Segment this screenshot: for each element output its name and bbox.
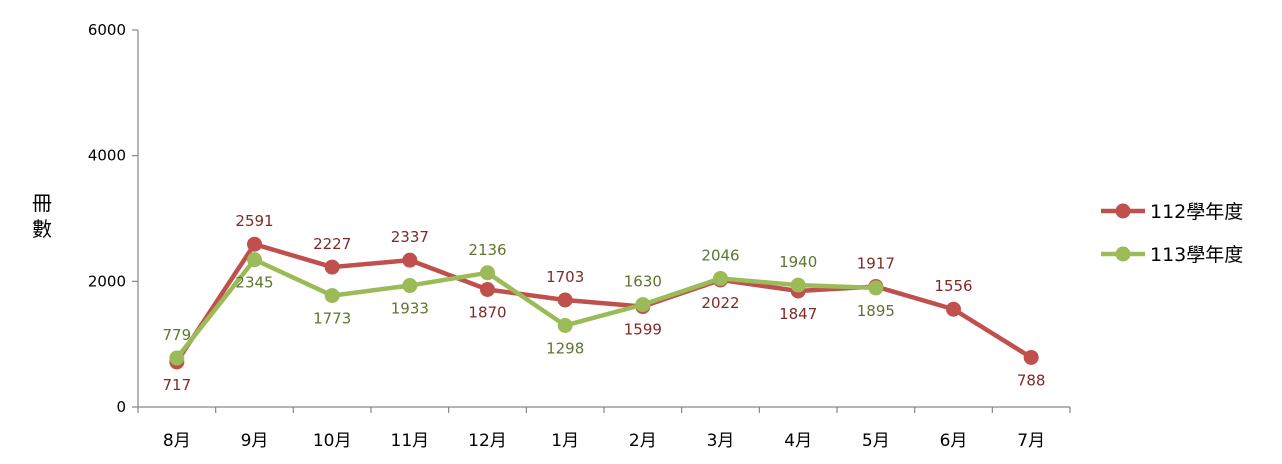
x-tick-label: 4月 <box>784 431 812 451</box>
data-label: 1895 <box>857 302 895 320</box>
y-ticks: 0 2000 4000 6000 <box>88 21 138 416</box>
y-tick-label: 4000 <box>88 147 126 165</box>
data-label: 717 <box>163 376 192 394</box>
y-tick-label: 6000 <box>88 21 126 39</box>
legend-label: 112學年度 <box>1150 201 1243 223</box>
series-layer: 717 2591 2227 2337 1870 1703 1599 2022 1847 1917 1… <box>163 212 1046 394</box>
x-tick-label: 11月 <box>391 431 430 451</box>
x-tick-label: 12月 <box>468 431 507 451</box>
y-axis-label: 冊數 <box>32 191 52 241</box>
data-point <box>402 278 418 294</box>
data-label: 2345 <box>235 274 273 292</box>
data-label: 2591 <box>235 212 273 230</box>
data-label: 1847 <box>779 305 817 323</box>
data-label: 1599 <box>624 321 662 339</box>
data-point <box>169 350 185 366</box>
data-point <box>790 277 806 293</box>
data-point <box>247 252 262 268</box>
data-label: 1917 <box>857 255 895 273</box>
data-point <box>635 297 651 313</box>
x-tick-label: 5月 <box>862 431 890 451</box>
data-point <box>480 282 495 298</box>
data-point <box>946 301 961 317</box>
legend-label: 113學年度 <box>1150 244 1243 266</box>
data-point <box>713 270 728 286</box>
legend-item: 113學年度 <box>1101 244 1243 266</box>
data-label: 2136 <box>468 241 506 259</box>
data-point <box>324 288 340 304</box>
data-label: 1298 <box>546 339 584 357</box>
data-point <box>402 252 418 268</box>
x-tick-label: 1月 <box>551 431 579 451</box>
data-point <box>1023 349 1039 365</box>
y-tick-label: 2000 <box>88 272 126 290</box>
x-tick-label: 8月 <box>163 431 191 451</box>
axes <box>137 30 1070 408</box>
x-tick-label: 7月 <box>1017 431 1045 451</box>
data-label: 2337 <box>391 228 429 246</box>
series-line <box>174 241 1034 365</box>
series-1: 717 2591 2227 2337 1870 1703 1599 2022 1847 1917 1… <box>163 212 1046 394</box>
data-label: 779 <box>163 326 192 344</box>
x-tick-label: 2月 <box>629 431 657 451</box>
x-ticks: 8月 9月 10月 11月 12月 1月 2月 3月 4月 5月 6月 7月 <box>137 407 1071 451</box>
data-label: 1630 <box>624 273 662 291</box>
data-label: 1773 <box>313 310 351 328</box>
legend-swatch-marker <box>1115 246 1131 262</box>
data-point <box>557 292 573 308</box>
legend-swatch-marker <box>1115 203 1131 219</box>
data-label: 2046 <box>701 246 739 264</box>
data-label: 1940 <box>779 253 817 271</box>
data-point <box>247 236 262 252</box>
x-tick-label: 10月 <box>313 431 352 451</box>
x-tick-label: 3月 <box>707 431 735 451</box>
data-label: 2227 <box>313 235 351 253</box>
legend-item: 112學年度 <box>1101 201 1243 223</box>
data-label: 1933 <box>391 300 429 318</box>
data-label: 788 <box>1017 371 1046 389</box>
data-label: 1556 <box>934 277 972 295</box>
x-tick-label: 6月 <box>940 431 968 451</box>
y-tick-label: 0 <box>116 398 126 416</box>
series-2: 779 2345 1773 1933 2136 1298 1630 2046 1940 1895 <box>163 241 895 366</box>
x-tick-label: 9月 <box>241 431 269 451</box>
data-point <box>868 280 884 296</box>
data-point <box>480 265 495 281</box>
data-label: 1870 <box>468 304 506 322</box>
legend: 112學年度 113學年度 <box>1101 201 1243 266</box>
data-label: 2022 <box>701 294 739 312</box>
data-label: 1703 <box>546 268 584 286</box>
data-point <box>557 317 573 333</box>
data-point <box>324 259 340 275</box>
series-line <box>174 257 879 361</box>
